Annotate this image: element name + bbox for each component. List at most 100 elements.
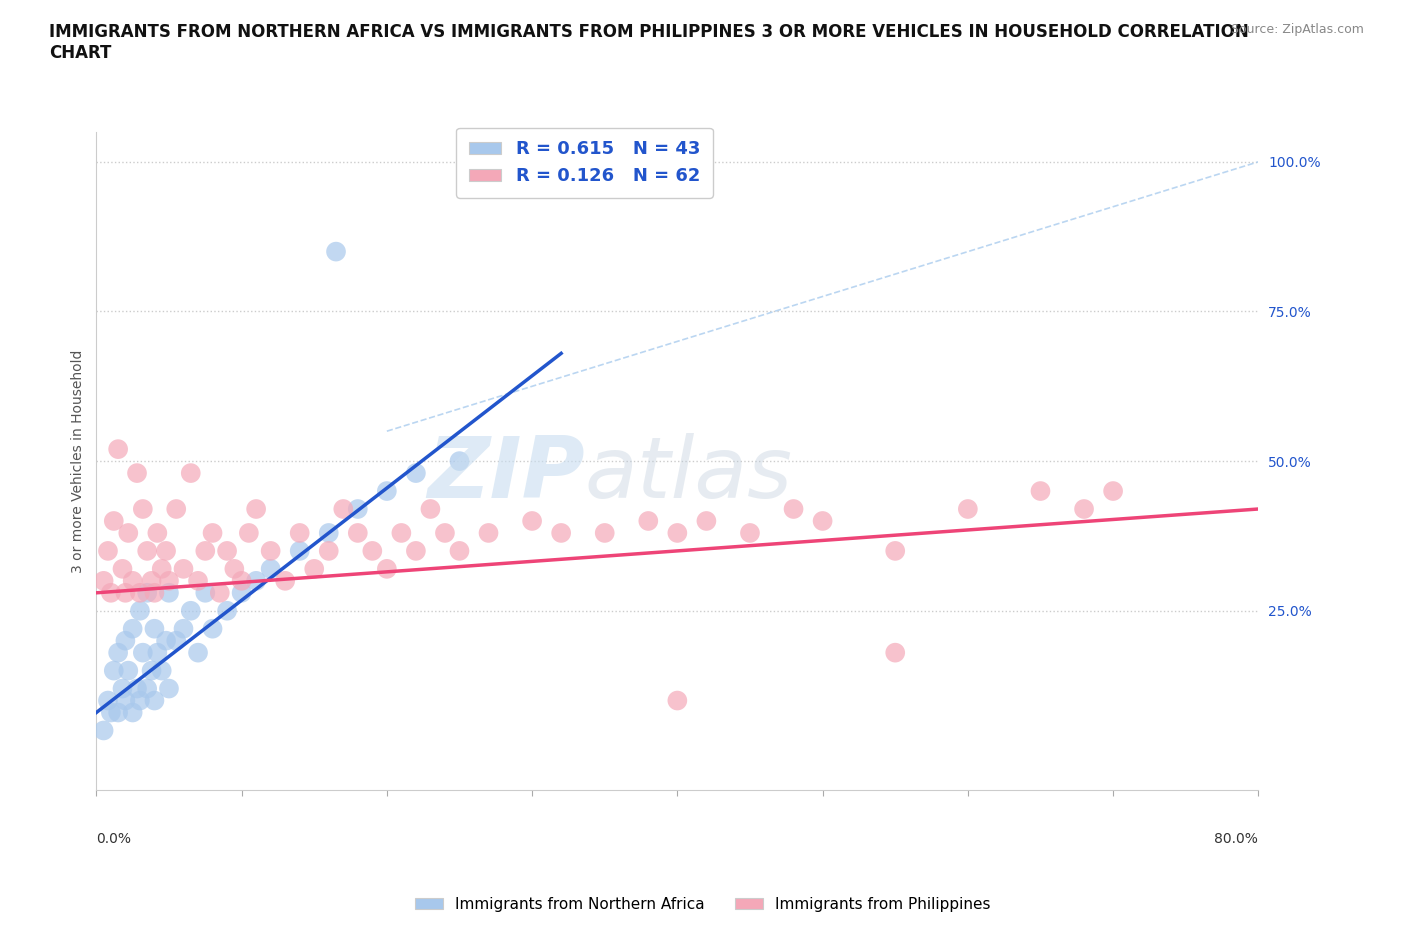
Point: [288, 543, 311, 558]
Point: [114, 693, 136, 708]
Point: [143, 693, 166, 708]
Point: [107, 705, 129, 720]
Point: [217, 604, 239, 618]
Point: [155, 633, 177, 648]
Point: [238, 525, 260, 540]
Point: [325, 245, 347, 259]
Point: [884, 645, 907, 660]
Point: [449, 454, 471, 469]
Point: [146, 525, 169, 540]
Point: [318, 525, 340, 540]
Point: [666, 525, 689, 540]
Point: [346, 501, 368, 516]
Point: [97, 693, 120, 708]
Point: [141, 574, 163, 589]
Point: [103, 513, 125, 528]
Point: [520, 513, 543, 528]
Point: [100, 705, 122, 720]
Point: [194, 543, 217, 558]
Point: [173, 562, 195, 577]
Point: [132, 645, 155, 660]
Point: [165, 501, 187, 516]
Point: [187, 645, 209, 660]
Point: [332, 501, 354, 516]
Point: [405, 466, 427, 481]
Point: [143, 585, 166, 600]
Legend: Immigrants from Northern Africa, Immigrants from Philippines: Immigrants from Northern Africa, Immigra…: [409, 891, 997, 918]
Point: [180, 466, 202, 481]
Point: [593, 525, 616, 540]
Point: [449, 543, 471, 558]
Point: [217, 543, 239, 558]
Point: [477, 525, 499, 540]
Point: [143, 621, 166, 636]
Point: [288, 525, 311, 540]
Point: [146, 645, 169, 660]
Legend: R = 0.615   N = 43, R = 0.126   N = 62: R = 0.615 N = 43, R = 0.126 N = 62: [456, 127, 713, 198]
Point: [208, 585, 231, 600]
Point: [93, 574, 115, 589]
Point: [259, 562, 281, 577]
Point: [361, 543, 384, 558]
Point: [111, 562, 134, 577]
Point: [201, 525, 224, 540]
Point: [405, 543, 427, 558]
Point: [375, 562, 398, 577]
Point: [136, 681, 159, 696]
Point: [375, 484, 398, 498]
Point: [121, 705, 143, 720]
Point: [103, 663, 125, 678]
Point: [245, 501, 267, 516]
Point: [157, 574, 180, 589]
Point: [114, 633, 136, 648]
Point: [695, 513, 717, 528]
Point: [433, 525, 456, 540]
Text: Source: ZipAtlas.com: Source: ZipAtlas.com: [1230, 23, 1364, 36]
Point: [245, 574, 267, 589]
Point: [136, 585, 159, 600]
Point: [1029, 484, 1052, 498]
Point: [121, 621, 143, 636]
Text: 80.0%: 80.0%: [1215, 832, 1258, 846]
Text: 0.0%: 0.0%: [97, 832, 131, 846]
Point: [107, 645, 129, 660]
Point: [97, 543, 120, 558]
Point: [141, 663, 163, 678]
Point: [274, 574, 297, 589]
Point: [550, 525, 572, 540]
Point: [318, 543, 340, 558]
Point: [302, 562, 325, 577]
Point: [117, 663, 139, 678]
Point: [666, 693, 689, 708]
Point: [419, 501, 441, 516]
Point: [187, 574, 209, 589]
Point: [224, 562, 246, 577]
Point: [231, 585, 253, 600]
Point: [157, 585, 180, 600]
Text: atlas: atlas: [585, 432, 793, 516]
Y-axis label: 3 or more Vehicles in Household: 3 or more Vehicles in Household: [72, 350, 86, 573]
Point: [884, 543, 907, 558]
Point: [782, 501, 804, 516]
Point: [129, 693, 152, 708]
Point: [117, 525, 139, 540]
Text: ZIP: ZIP: [427, 432, 585, 516]
Point: [129, 604, 152, 618]
Point: [150, 562, 173, 577]
Point: [173, 621, 195, 636]
Point: [259, 543, 281, 558]
Point: [93, 723, 115, 737]
Point: [136, 543, 159, 558]
Point: [180, 604, 202, 618]
Point: [811, 513, 834, 528]
Point: [194, 585, 217, 600]
Point: [157, 681, 180, 696]
Point: [100, 585, 122, 600]
Point: [1102, 484, 1125, 498]
Point: [389, 525, 412, 540]
Point: [231, 574, 253, 589]
Point: [165, 633, 187, 648]
Point: [201, 621, 224, 636]
Point: [121, 574, 143, 589]
Point: [129, 585, 152, 600]
